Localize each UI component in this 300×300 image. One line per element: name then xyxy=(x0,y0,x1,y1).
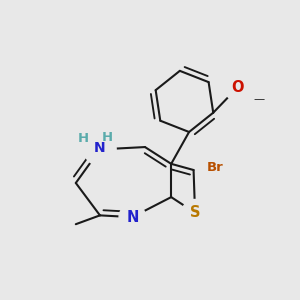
Circle shape xyxy=(201,153,229,181)
Circle shape xyxy=(184,202,206,224)
Text: O: O xyxy=(231,80,244,95)
Circle shape xyxy=(84,133,116,166)
Text: Br: Br xyxy=(206,160,223,174)
Circle shape xyxy=(246,86,272,112)
Text: S: S xyxy=(190,205,200,220)
Circle shape xyxy=(121,206,143,228)
Circle shape xyxy=(228,78,247,97)
Text: N: N xyxy=(126,210,139,225)
Text: H: H xyxy=(102,130,113,143)
Text: N: N xyxy=(94,141,106,155)
Text: —: — xyxy=(254,94,265,104)
Circle shape xyxy=(87,136,113,163)
Circle shape xyxy=(224,74,251,101)
Circle shape xyxy=(119,204,146,230)
Circle shape xyxy=(182,200,208,226)
Text: H: H xyxy=(77,132,88,145)
